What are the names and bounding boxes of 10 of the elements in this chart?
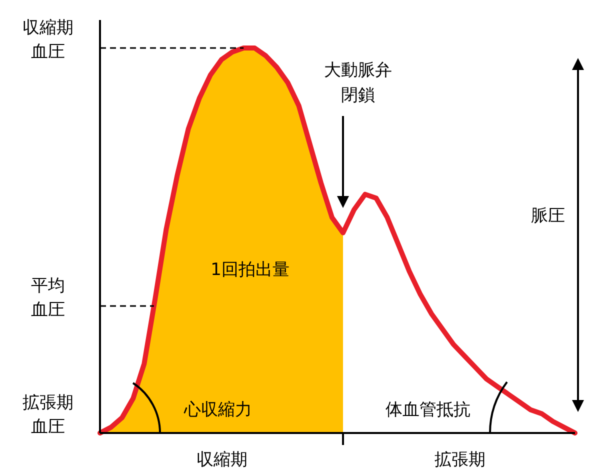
text: 拡張期 bbox=[434, 450, 486, 470]
ref-line-label: 収縮期血圧 bbox=[22, 17, 74, 64]
ref-line-label: 拡張期血圧 bbox=[22, 392, 74, 439]
annotation: 脈圧 bbox=[531, 206, 565, 226]
annotation: 心収縮力 bbox=[183, 400, 252, 420]
annotation: 体血管抵抗 bbox=[386, 400, 470, 420]
text: 収縮期 bbox=[196, 450, 248, 470]
annotation: 1回拍出量 bbox=[210, 260, 290, 280]
annotation: 大動脈弁閉鎖 bbox=[324, 60, 392, 106]
ref-line-label: 平均血圧 bbox=[30, 274, 66, 322]
